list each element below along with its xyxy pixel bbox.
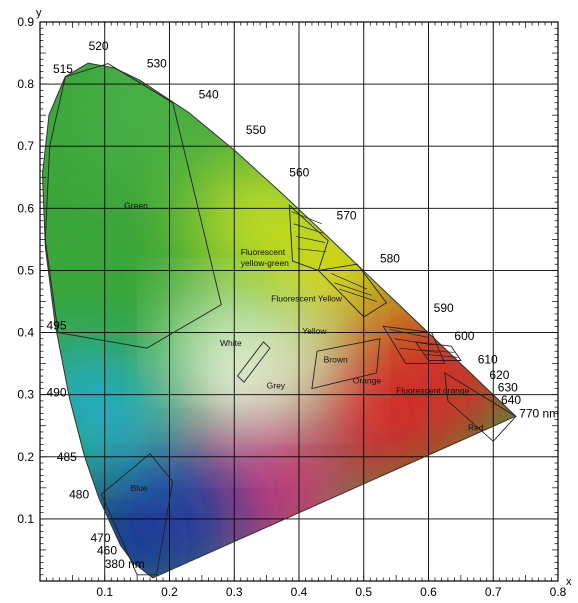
x-tick-label: 0.2 <box>161 585 178 599</box>
region-fluorescent-yellow <box>317 263 388 318</box>
region-hatch-line <box>331 273 368 290</box>
region-label: White <box>220 338 242 348</box>
region-label: Fluorescent <box>241 247 286 257</box>
x-tick-label: 0.4 <box>291 585 308 599</box>
wavelength-label: 515 <box>53 62 73 76</box>
wavelength-label: 470 <box>91 531 111 545</box>
wavelength-label: 530 <box>147 56 167 70</box>
wavelength-label: 630 <box>498 381 518 395</box>
y-tick-labels: 0.1 0.2 0.3 0.4 0.5 0.6 0.7 0.8 0.9 <box>17 15 34 526</box>
gamut-color-blob <box>72 382 164 470</box>
wavelength-label: 490 <box>46 386 66 400</box>
plot-frame <box>39 21 559 582</box>
region-label: yellow-green <box>241 258 289 268</box>
wavelength-label: 620 <box>489 368 509 382</box>
region-label: Grey <box>267 380 286 390</box>
region-hatch-line <box>389 329 429 338</box>
region-red <box>444 372 517 442</box>
wavelength-label: 600 <box>454 329 474 343</box>
y-tick-label: 0.2 <box>17 450 34 464</box>
wavelength-label: 610 <box>478 353 498 367</box>
wavelength-label: 540 <box>199 87 219 101</box>
region-fluorescent-orange <box>414 341 462 361</box>
wavelength-label: 550 <box>246 123 266 137</box>
wavelength-label: 460 <box>97 543 117 557</box>
wavelength-label: 580 <box>380 251 400 265</box>
region-hatch-line <box>291 211 322 225</box>
y-tick-label: 0.7 <box>17 139 34 153</box>
region-hatch-line <box>339 288 377 302</box>
wavelength-label: 560 <box>289 166 309 180</box>
region-label: Fluorescent Yellow <box>271 294 343 304</box>
region-brown <box>311 338 381 390</box>
x-axis-label: x <box>566 576 572 588</box>
y-axis-label: y <box>36 7 42 19</box>
region-hatch-line <box>297 248 327 253</box>
region-hatch-line <box>293 223 324 234</box>
region-label: Yellow <box>302 326 327 336</box>
x-tick-labels: 0.1 0.2 0.3 0.4 0.5 0.6 0.7 0.8 <box>96 585 566 599</box>
wavelength-label: 770 nm <box>519 407 559 421</box>
gamut-color-blob <box>305 338 461 488</box>
y-tick-label: 0.6 <box>17 201 34 215</box>
region-hatch-line <box>399 347 439 353</box>
region-blue <box>100 453 174 576</box>
region-hatch-line <box>394 338 434 346</box>
y-tick-label: 0.8 <box>17 77 34 91</box>
wavelength-label: 590 <box>434 301 454 315</box>
y-tick-label: 0.5 <box>17 263 34 277</box>
x-tick-label: 0.8 <box>550 585 567 599</box>
wavelength-label: 485 <box>57 450 77 464</box>
region-label: Orange <box>353 375 382 385</box>
x-tick-label: 0.5 <box>355 585 372 599</box>
spectral-locus-outline <box>41 62 517 579</box>
y-tick-label: 0.9 <box>17 15 34 29</box>
region-green <box>44 63 222 349</box>
x-tick-label: 0.7 <box>485 585 502 599</box>
wavelength-label: 520 <box>89 39 109 53</box>
wavelength-label: 380 nm <box>105 557 145 571</box>
region-hatch-line <box>334 282 372 296</box>
region-label: Green <box>124 200 148 210</box>
y-tick-label: 0.3 <box>17 388 34 402</box>
color-regions <box>44 63 517 576</box>
x-tick-label: 0.3 <box>226 585 243 599</box>
y-tick-label: 0.4 <box>17 326 34 340</box>
region-orange <box>382 325 446 365</box>
wavelength-label: 640 <box>501 393 521 407</box>
y-tick-label: 0.1 <box>17 512 34 526</box>
region-hatch-line <box>295 235 325 243</box>
x-tick-label: 0.6 <box>420 585 437 599</box>
region-label: Brown <box>324 354 348 364</box>
wavelength-label: 495 <box>46 318 66 332</box>
wavelength-label: 570 <box>337 209 357 223</box>
x-tick-label: 0.1 <box>96 585 113 599</box>
region-white <box>236 341 271 383</box>
region-hatch-line <box>421 349 455 353</box>
region-label: Red <box>468 423 484 433</box>
region-hatch-line <box>425 353 458 358</box>
region-label: Fluorescent orange <box>396 385 470 395</box>
region-label: Blue <box>131 483 148 493</box>
wavelength-label: 480 <box>69 487 89 501</box>
